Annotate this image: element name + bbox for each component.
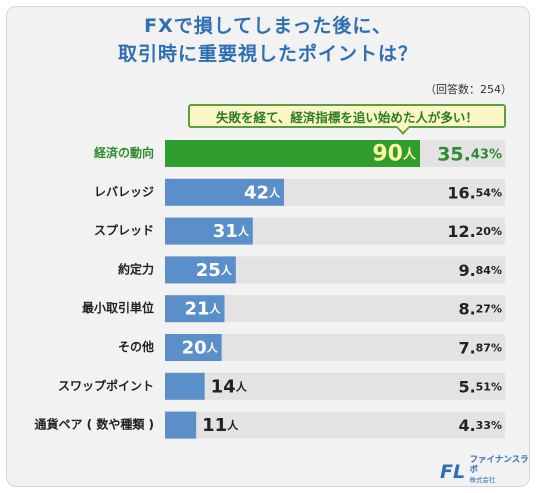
bar-track	[165, 411, 505, 439]
chart-title-line-2: 取引時に重要視したポイントは？	[117, 43, 418, 65]
count-label: 11人	[202, 415, 239, 436]
callout-tail-fill	[397, 126, 409, 132]
category-label: レバレッジ	[94, 185, 154, 199]
bar	[165, 295, 225, 323]
logo-name: ファイナンスラボ	[469, 455, 529, 475]
category-label: スプレッド	[94, 223, 154, 238]
chart-frame	[6, 6, 530, 487]
bar-track	[165, 372, 505, 400]
logo-mark-text: FL	[440, 461, 465, 481]
bar	[165, 140, 420, 167]
category-label: スワップポイント	[58, 378, 154, 393]
company-logo: FL ファイナンスラボ 株式会社	[438, 455, 536, 485]
percent-label: 7.87%	[458, 338, 502, 357]
count-label: 14人	[211, 376, 248, 397]
percent-label: 8.27%	[458, 299, 502, 318]
percent-label: 5.51%	[458, 377, 502, 396]
category-label: 通貨ペア ( 数や種類 )	[34, 417, 154, 432]
percent-label: 35.43%	[437, 143, 502, 165]
category-label: その他	[118, 339, 154, 354]
count-label: 25人	[196, 260, 233, 281]
percent-label: 12.20%	[447, 222, 502, 241]
bar	[165, 256, 236, 284]
category-label: 最小取引単位	[82, 300, 154, 315]
percent-label: 9.84%	[458, 260, 502, 279]
logo-mark-icon: FL	[440, 461, 465, 481]
count-label: 20人	[182, 338, 219, 359]
category-label: 約定力	[118, 261, 154, 276]
category-label: 経済の動向	[94, 145, 154, 160]
percent-label: 4.33%	[458, 416, 502, 435]
count-label: 31人	[213, 221, 250, 242]
bar	[165, 217, 253, 245]
count-label: 42人	[244, 182, 281, 203]
percent-label: 16.54%	[447, 183, 502, 202]
count-label: 21人	[184, 299, 221, 320]
bar	[165, 334, 222, 361]
respondent-count: （回答数：254）	[425, 83, 512, 96]
bar	[165, 178, 284, 206]
bar	[165, 411, 197, 439]
callout-banner: 失敗を経て、経済指標を追い始めた人が多い！	[188, 104, 506, 128]
logo-subtitle: 株式会社	[469, 476, 496, 484]
chart-title-line-1: FXで損してしまった後に、	[144, 15, 392, 37]
bar	[165, 372, 205, 400]
count-label: 90人	[372, 142, 417, 167]
